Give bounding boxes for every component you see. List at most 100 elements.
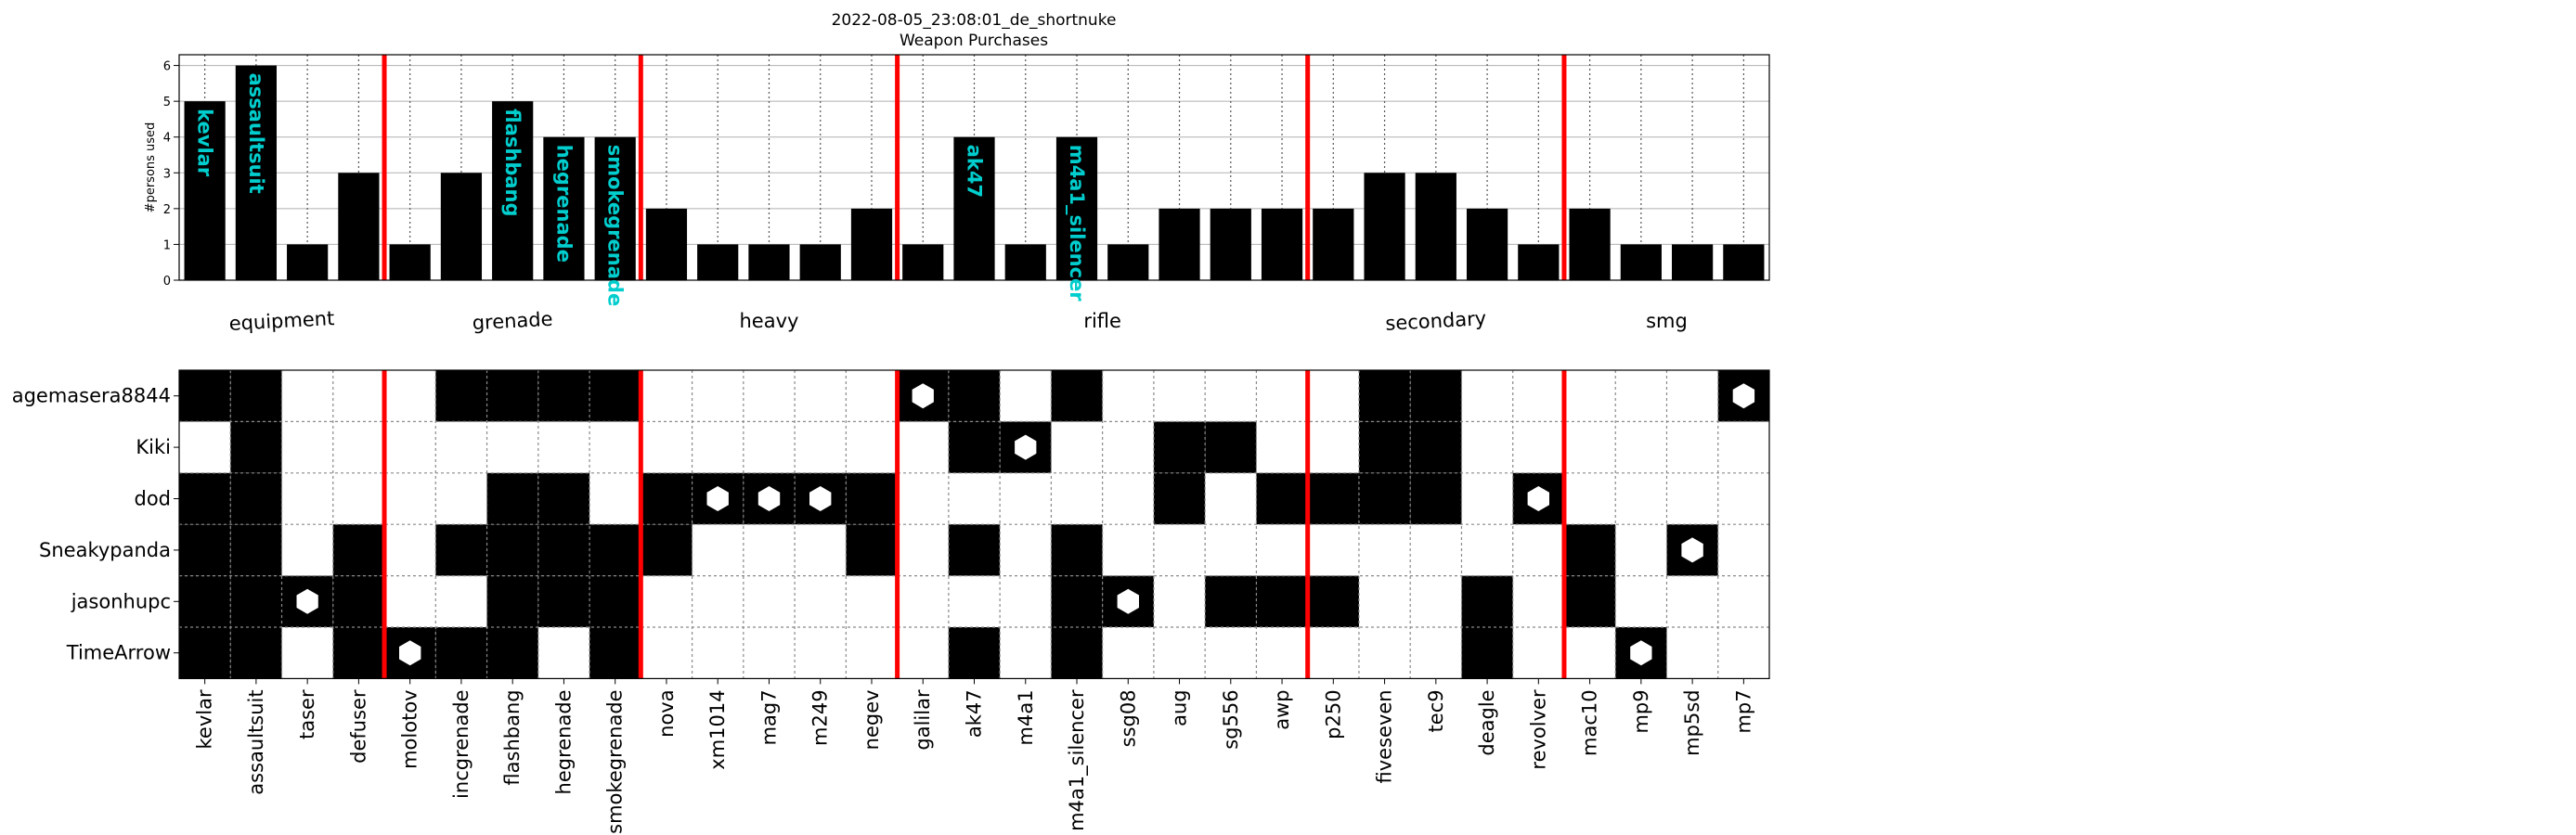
bar-ssg08 [1107, 244, 1149, 280]
cell-jasonhupc-flashbang [486, 575, 538, 627]
cell-agemasera8844-incgrenade [435, 370, 487, 422]
bar-defuser [338, 173, 380, 280]
cell-dod-awp [1256, 472, 1308, 525]
bar-plot-frame [178, 54, 1770, 281]
hexagon-marker-TimeArrow-mp9 [1630, 640, 1652, 666]
bar-flashbang [492, 101, 534, 281]
bar-smokegrenade [594, 136, 636, 280]
cell-Kiki-ak47 [948, 421, 1001, 473]
cell-agemasera8844-hegrenade [537, 370, 590, 422]
cell-agemasera8844-m4a1_silencer [1051, 370, 1103, 422]
cell-Sneakypanda-flashbang [486, 524, 538, 576]
col-label-m4a1: m4a1 [1015, 689, 1037, 745]
cell-Kiki-tec9 [1410, 421, 1462, 473]
cell-TimeArrow-ak47 [948, 627, 1001, 679]
bar-m4a1 [1004, 244, 1046, 280]
col-label-mp7: mp7 [1732, 689, 1754, 733]
col-label-tec9: tec9 [1425, 689, 1447, 732]
bar-fiveseven [1364, 173, 1405, 280]
hexagon-marker-dod-revolver [1527, 486, 1549, 511]
bar-ytick-label: 1 [163, 238, 171, 252]
bar-xm1014 [697, 244, 739, 280]
cell-agemasera8844-tec9 [1410, 370, 1462, 422]
col-label-incgrenade: incgrenade [450, 689, 472, 799]
cell-jasonhupc-kevlar [179, 575, 231, 627]
col-label-assaultsuit: assaultsuit [245, 689, 267, 794]
col-label-sg556: sg556 [1220, 689, 1242, 749]
cell-TimeArrow-m4a1_silencer [1051, 627, 1103, 679]
cell-Sneakypanda-incgrenade [435, 524, 487, 576]
cell-agemasera8844-ak47 [948, 370, 1001, 422]
cell-Sneakypanda-assaultsuit [230, 524, 282, 576]
bar-assaultsuit [235, 65, 277, 280]
cell-TimeArrow-incgrenade [435, 627, 487, 679]
col-label-hegrenade: hegrenade [552, 689, 575, 794]
bar-awp [1261, 208, 1303, 280]
col-label-mac10: mac10 [1579, 689, 1601, 756]
figure-title: 2022-08-05_23:08:01_de_shortnuke [832, 11, 1117, 30]
cell-dod-flashbang [486, 472, 538, 525]
bar-value-label: ak47 [964, 145, 986, 198]
cell-dod-aug [1153, 472, 1206, 525]
row-label-agemasera8844: agemasera8844 [12, 385, 171, 407]
bar-ak47 [953, 136, 995, 280]
cell-dod-kevlar [179, 472, 231, 525]
bar-ytick-label: 3 [163, 167, 171, 181]
cell-jasonhupc-assaultsuit [230, 575, 282, 627]
cell-Kiki-aug [1153, 421, 1206, 473]
col-label-m4a1_silencer: m4a1_silencer [1066, 689, 1089, 831]
col-label-xm1014: xm1014 [706, 689, 729, 769]
hexagon-marker-dod-xm1014 [706, 486, 729, 511]
col-label-galilar: galilar [912, 689, 934, 751]
cell-TimeArrow-kevlar [179, 627, 231, 679]
cell-Kiki-sg556 [1205, 421, 1257, 473]
cell-jasonhupc-defuser [332, 575, 385, 627]
cell-dod-hegrenade [537, 472, 590, 525]
cell-Sneakypanda-mac10 [1563, 524, 1616, 576]
col-label-ak47: ak47 [964, 689, 986, 738]
hexagon-marker-dod-m249 [809, 486, 832, 511]
bar-ytick-label: 5 [163, 96, 171, 109]
cell-jasonhupc-hegrenade [537, 575, 590, 627]
bar-aug [1159, 208, 1200, 280]
col-label-nova: nova [655, 689, 678, 737]
cell-Sneakypanda-defuser [332, 524, 385, 576]
bar-chart: 0 1 2 3 4 5 6 #persons used kevlar assaultsuit fla… [144, 54, 1770, 335]
bar-value-label: hegrenade [552, 145, 575, 263]
group-label-equipment: equipment [228, 307, 335, 335]
cell-TimeArrow-defuser [332, 627, 385, 679]
group-label-smg: smg [1646, 310, 1688, 332]
col-label-molotov: molotov [399, 689, 421, 769]
cell-dod-assaultsuit [230, 472, 282, 525]
bar-ytick-label: 6 [163, 60, 171, 74]
bar-mp5sd [1672, 244, 1714, 280]
col-label-mag7: mag7 [757, 689, 780, 745]
cell-agemasera8844-fiveseven [1358, 370, 1411, 422]
cell-agemasera8844-smokegrenade [589, 370, 641, 422]
bar-p250 [1313, 208, 1354, 280]
cell-agemasera8844-flashbang [486, 370, 538, 422]
col-label-deagle: deagle [1476, 689, 1498, 755]
bar-sg556 [1210, 208, 1251, 280]
cell-jasonhupc-smokegrenade [589, 575, 641, 627]
col-label-fiveseven: fiveseven [1374, 689, 1396, 783]
cell-Kiki-assaultsuit [230, 421, 282, 473]
bar-deagle [1466, 208, 1508, 280]
bar-mag7 [748, 244, 790, 280]
cell-jasonhupc-deagle [1461, 575, 1513, 627]
bar-value-label: assaultsuit [245, 73, 267, 194]
group-label-grenade: grenade [472, 308, 553, 335]
bar-revolver [1518, 244, 1560, 280]
bar-taser [287, 244, 329, 280]
row-label-TimeArrow: TimeArrow [66, 642, 171, 664]
col-label-mp9: mp9 [1630, 689, 1652, 733]
cell-jasonhupc-m4a1_silencer [1051, 575, 1103, 627]
hexagon-marker-dod-mag7 [757, 486, 781, 511]
cell-Sneakypanda-m4a1_silencer [1051, 524, 1103, 576]
cell-TimeArrow-smokegrenade [589, 627, 641, 679]
hexagon-marker-jasonhupc-taser [296, 588, 318, 614]
cell-jasonhupc-awp [1256, 575, 1308, 627]
col-label-flashbang: flashbang [501, 689, 524, 785]
cell-Sneakypanda-smokegrenade [589, 524, 641, 576]
col-label-ssg08: ssg08 [1117, 689, 1139, 747]
